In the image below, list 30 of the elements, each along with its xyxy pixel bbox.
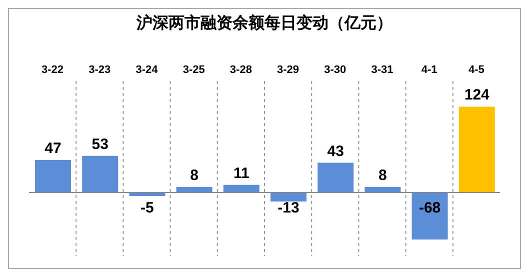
- data-label: 124: [464, 86, 490, 104]
- x-tick-label: 3-28: [230, 64, 252, 76]
- x-tick-label: 3-24: [136, 64, 159, 76]
- x-tick-label: 3-25: [182, 64, 205, 76]
- data-label: -68: [418, 200, 441, 216]
- data-label: -13: [278, 200, 300, 216]
- data-label: 8: [190, 166, 198, 184]
- x-tick-label: 3-29: [277, 64, 300, 76]
- data-label: 43: [327, 142, 344, 160]
- bar: [82, 156, 118, 192]
- x-tick-label: 3-23: [88, 64, 111, 76]
- bar: [318, 162, 354, 192]
- data-label: 11: [233, 164, 250, 182]
- x-tick-label: 4-1: [421, 64, 438, 76]
- data-label: 8: [378, 166, 387, 184]
- x-tick-label: 3-22: [42, 64, 64, 76]
- bar: [223, 184, 260, 192]
- x-tick-label: 3-30: [324, 64, 346, 76]
- chart-title: 沪深两市融资余额每日变动（亿元）: [136, 13, 394, 34]
- data-label: 47: [44, 140, 62, 157]
- bar: [412, 192, 448, 240]
- data-label: -5: [140, 200, 154, 216]
- bar: [458, 106, 495, 192]
- bar: [270, 192, 306, 202]
- bar: [35, 160, 71, 192]
- bar: [364, 186, 401, 192]
- data-label: 53: [92, 136, 108, 153]
- bar: [176, 186, 212, 192]
- x-tick-label: 3-31: [371, 64, 394, 76]
- x-tick-label: 4-5: [468, 64, 484, 76]
